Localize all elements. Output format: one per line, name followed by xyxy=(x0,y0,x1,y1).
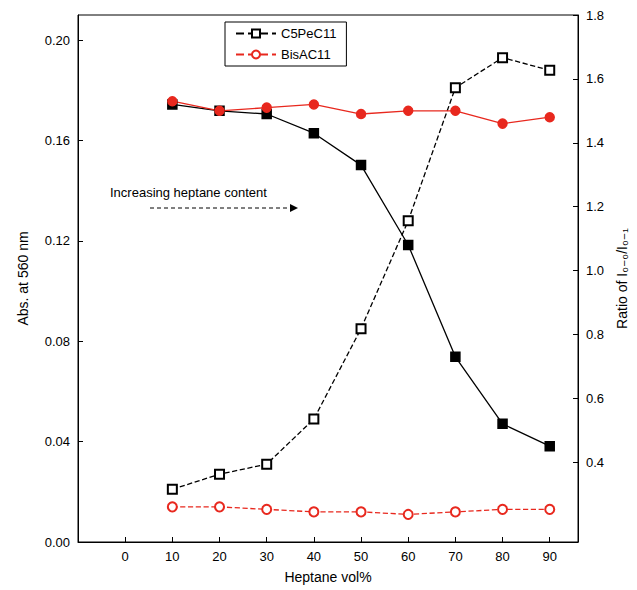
svg-text:10: 10 xyxy=(165,549,179,564)
svg-text:C5PeC11: C5PeC11 xyxy=(281,26,336,41)
svg-text:0: 0 xyxy=(122,549,129,564)
svg-text:Heptane vol%: Heptane vol% xyxy=(284,569,371,585)
svg-text:Increasing heptane content: Increasing heptane content xyxy=(110,185,267,200)
svg-text:50: 50 xyxy=(354,549,368,564)
svg-text:0.12: 0.12 xyxy=(45,233,70,248)
svg-text:20: 20 xyxy=(212,549,226,564)
svg-text:0.00: 0.00 xyxy=(45,535,70,550)
svg-text:60: 60 xyxy=(401,549,415,564)
svg-text:1.4: 1.4 xyxy=(586,135,604,150)
svg-text:1.0: 1.0 xyxy=(586,263,604,278)
svg-text:0.20: 0.20 xyxy=(45,33,70,48)
svg-text:1.2: 1.2 xyxy=(586,199,604,214)
svg-text:0.4: 0.4 xyxy=(586,455,604,470)
svg-text:40: 40 xyxy=(307,549,321,564)
svg-text:90: 90 xyxy=(542,549,556,564)
svg-text:0.16: 0.16 xyxy=(45,133,70,148)
svg-text:Abs. at 560 nm: Abs. at 560 nm xyxy=(15,231,31,325)
svg-text:1.6: 1.6 xyxy=(586,71,604,86)
svg-text:30: 30 xyxy=(259,549,273,564)
svg-text:0.04: 0.04 xyxy=(45,434,70,449)
svg-text:80: 80 xyxy=(495,549,509,564)
svg-text:Ratio of I₀₋₀/I₀₋₁: Ratio of I₀₋₀/I₀₋₁ xyxy=(614,228,630,329)
svg-text:1.8: 1.8 xyxy=(586,8,604,23)
svg-text:0.8: 0.8 xyxy=(586,327,604,342)
svg-text:0.6: 0.6 xyxy=(586,391,604,406)
svg-text:0.08: 0.08 xyxy=(45,334,70,349)
svg-text:BisAC11: BisAC11 xyxy=(281,47,331,62)
svg-text:70: 70 xyxy=(448,549,462,564)
